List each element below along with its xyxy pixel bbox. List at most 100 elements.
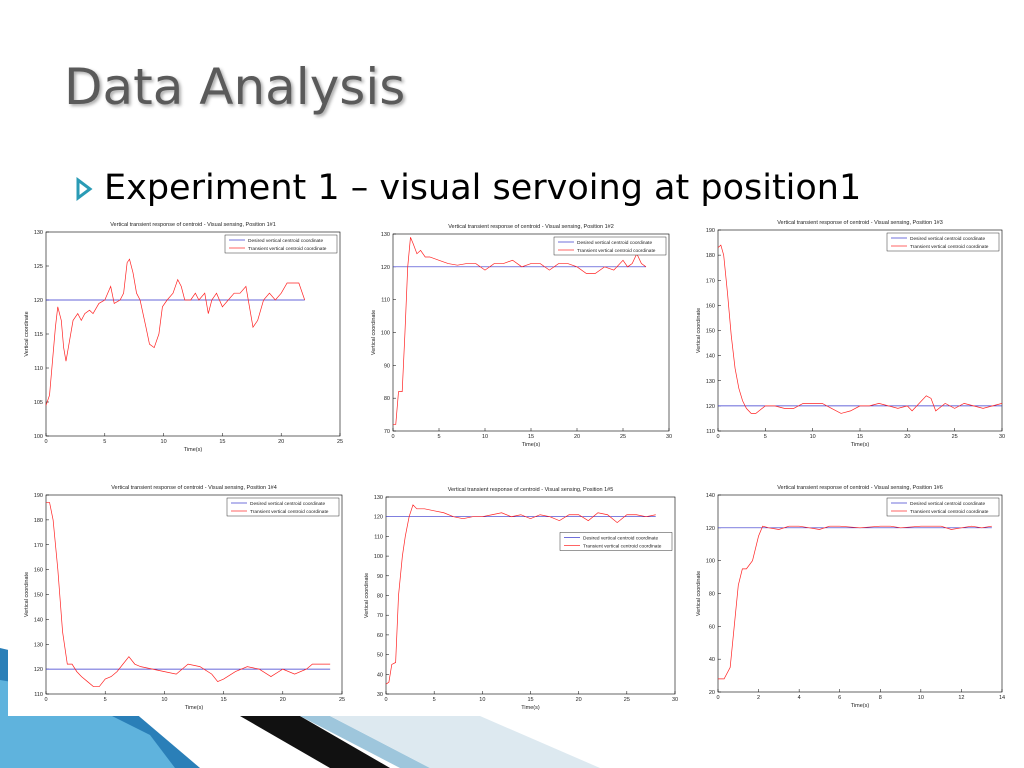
legend-label: Transient vertical centroid coordinate [583, 543, 662, 549]
y-tick-label: 120 [706, 404, 715, 410]
y-tick-label: 40 [377, 672, 383, 678]
x-tick-label: 25 [620, 434, 626, 440]
x-tick-label: 15 [528, 434, 534, 440]
y-tick-label: 110 [374, 534, 383, 540]
x-axis-label: Time(s) [184, 447, 203, 453]
y-tick-label: 125 [34, 264, 43, 270]
y-axis-label: Vertical coordinate [364, 573, 370, 618]
x-tick-label: 25 [339, 697, 345, 703]
y-tick-label: 80 [709, 592, 715, 598]
x-axis-label: Time(s) [522, 442, 541, 448]
y-tick-label: 120 [34, 298, 43, 304]
chart-title: Vertical transient response of centroid … [110, 222, 276, 228]
chart: Vertical transient response of centroid … [355, 217, 677, 453]
chart-title: Vertical transient response of centroid … [111, 485, 277, 491]
legend-box [553, 236, 667, 256]
y-tick-label: 150 [706, 329, 715, 335]
x-axis-label: Time(s) [851, 703, 870, 709]
y-tick-label: 110 [34, 692, 43, 698]
stripe [330, 716, 600, 768]
x-tick-label: 10 [810, 434, 816, 440]
y-tick-label: 40 [709, 657, 715, 663]
slide-title: Data Analysis [64, 58, 406, 116]
chart-title: Vertical transient response of centroid … [448, 487, 614, 493]
legend-label: Transient vertical centroid coordinate [250, 509, 329, 515]
legend-box [224, 234, 338, 254]
x-tick-label: 5 [764, 434, 767, 440]
legend-label: Desired vertical centroid coordinate [248, 238, 324, 244]
x-tick-label: 15 [527, 697, 533, 703]
series-line [385, 504, 656, 685]
x-axis-label: Time(s) [851, 442, 870, 448]
y-axis-label: Vertical coordinate [24, 311, 30, 356]
y-tick-label: 130 [381, 232, 390, 238]
y-tick-label: 70 [377, 613, 383, 619]
x-tick-label: 20 [280, 697, 286, 703]
x-tick-label: 0 [716, 695, 719, 701]
plot-area [385, 496, 676, 695]
y-tick-label: 100 [706, 559, 715, 565]
y-tick-label: 90 [377, 574, 383, 580]
y-tick-label: 30 [377, 692, 383, 698]
legend-label: Transient vertical centroid coordinate [248, 246, 327, 252]
y-tick-label: 160 [34, 568, 43, 574]
x-tick-label: 14 [999, 695, 1005, 701]
y-tick-label: 20 [709, 690, 715, 696]
y-tick-label: 130 [34, 642, 43, 648]
series-line [393, 237, 647, 425]
chart: Vertical transient response of centroid … [8, 478, 350, 716]
y-tick-label: 180 [34, 518, 43, 524]
y-tick-label: 60 [377, 633, 383, 639]
plot-area [717, 229, 1003, 432]
x-tick-label: 15 [857, 434, 863, 440]
y-axis-label: Vertical coordinate [371, 310, 377, 355]
x-axis-label: Time(s) [185, 705, 204, 711]
legend-box [226, 497, 340, 517]
y-tick-label: 170 [706, 278, 715, 284]
legend-label: Desired vertical centroid coordinate [250, 501, 326, 507]
y-tick-label: 130 [374, 495, 383, 501]
stripe [240, 716, 390, 768]
y-tick-label: 105 [34, 400, 43, 406]
y-tick-label: 180 [706, 253, 715, 259]
x-tick-label: 0 [384, 697, 387, 703]
bullet-marker [76, 177, 93, 201]
legend-label: Desired vertical centroid coordinate [577, 240, 653, 246]
x-tick-label: 5 [104, 697, 107, 703]
y-tick-label: 115 [34, 332, 43, 338]
x-tick-label: 10 [918, 695, 924, 701]
x-tick-label: 30 [666, 434, 672, 440]
x-tick-label: 5 [433, 697, 436, 703]
x-tick-label: 2 [757, 695, 760, 701]
x-tick-label: 0 [391, 434, 394, 440]
y-tick-label: 50 [377, 653, 383, 659]
series-line [45, 258, 306, 406]
x-tick-label: 30 [672, 697, 678, 703]
x-tick-label: 20 [576, 697, 582, 703]
y-tick-label: 190 [706, 228, 715, 234]
x-tick-label: 10 [482, 434, 488, 440]
legend-label: Transient vertical centroid coordinate [577, 248, 656, 254]
plot-area [45, 494, 343, 695]
y-tick-label: 70 [384, 429, 390, 435]
series-line [718, 525, 992, 680]
y-tick-label: 100 [374, 554, 383, 560]
x-tick-label: 10 [479, 697, 485, 703]
x-tick-label: 5 [437, 434, 440, 440]
x-tick-label: 30 [999, 434, 1005, 440]
legend-label: Desired vertical centroid coordinate [910, 236, 986, 242]
x-axis-label: Time(s) [521, 705, 540, 711]
stripe [300, 716, 430, 768]
y-tick-label: 100 [381, 331, 390, 337]
y-axis-label: Vertical coordinate [24, 572, 30, 617]
chart: Vertical transient response of centroid … [348, 480, 683, 716]
y-tick-label: 120 [34, 667, 43, 673]
x-tick-label: 15 [221, 697, 227, 703]
legend-label: Transient vertical centroid coordinate [910, 509, 989, 515]
y-tick-label: 110 [381, 298, 390, 304]
legend-box [886, 232, 1000, 252]
legend-label: Desired vertical centroid coordinate [910, 501, 986, 507]
bullet-text: Experiment 1 – visual servoing at positi… [104, 168, 862, 208]
legend-label: Transient vertical centroid coordinate [910, 244, 989, 250]
y-tick-label: 60 [709, 624, 715, 630]
